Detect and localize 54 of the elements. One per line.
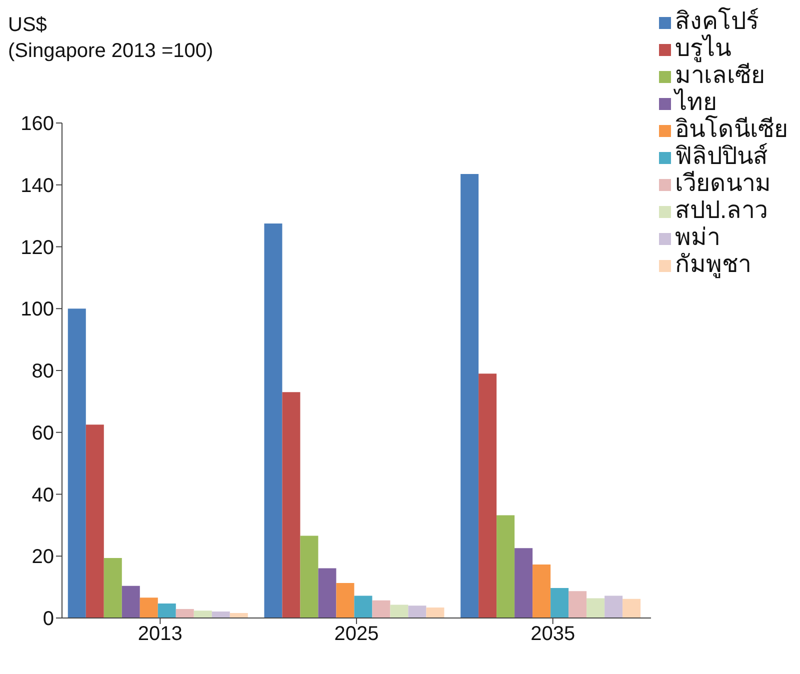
- bar: [478, 374, 497, 618]
- y-tick-label: 80: [32, 360, 54, 383]
- bar: [86, 424, 104, 618]
- bar: [264, 224, 282, 618]
- y-tick-label: 20: [32, 546, 54, 568]
- bar: [318, 568, 336, 618]
- legend-label: สปป.ลาว: [675, 197, 768, 224]
- bar: [122, 586, 140, 618]
- bar: [212, 612, 230, 618]
- legend-label: บรูไน: [675, 35, 731, 62]
- y-tick-label: 160: [20, 113, 54, 136]
- y-tick-label: 100: [20, 298, 54, 321]
- chart-subtitle: (Singapore 2013 =100): [8, 39, 214, 64]
- x-tick-label: 2035: [530, 623, 576, 646]
- y-tick-label: 60: [32, 422, 54, 444]
- x-tick-label: 2025: [334, 623, 379, 646]
- legend-label: พม่า: [675, 224, 720, 251]
- bar: [586, 598, 605, 618]
- bar: [496, 515, 515, 618]
- bar: [514, 548, 533, 618]
- bar: [568, 591, 587, 618]
- bar: [282, 392, 300, 618]
- y-tick-label: 140: [20, 174, 54, 197]
- bar: [426, 607, 444, 618]
- legend-label: เวียดนาม: [675, 170, 771, 197]
- bar: [460, 174, 479, 618]
- bar: [532, 564, 551, 618]
- legend-label: กัมพูชา: [675, 251, 751, 278]
- bar: [390, 604, 408, 618]
- bar: [104, 558, 122, 618]
- y-tick-label: 120: [20, 236, 54, 259]
- bar: [140, 598, 158, 618]
- y-tick-label: 40: [32, 484, 54, 506]
- legend-label: ไทย: [675, 89, 717, 116]
- bar: [194, 610, 212, 618]
- bar: [550, 588, 569, 618]
- y-tick-label: 0: [42, 608, 54, 630]
- bar: [354, 596, 372, 618]
- legend-label: ฟิลิปปินส์: [675, 143, 768, 170]
- bar: [230, 613, 248, 618]
- x-tick-label: 2013: [138, 623, 182, 646]
- legend-label: สิงคโปร์: [675, 8, 759, 35]
- bar: [68, 308, 86, 618]
- y-axis-title: US$: [8, 13, 48, 38]
- bar: [604, 596, 623, 618]
- bar: [372, 600, 390, 618]
- bar: [158, 603, 176, 618]
- legend-label: มาเลเซีย: [675, 62, 765, 89]
- bar: [176, 609, 194, 618]
- legend-label: อินโดนีเซีย: [675, 116, 788, 143]
- bar: [336, 583, 354, 618]
- bar: [300, 536, 318, 618]
- bar: [622, 598, 641, 618]
- bar: [408, 606, 426, 618]
